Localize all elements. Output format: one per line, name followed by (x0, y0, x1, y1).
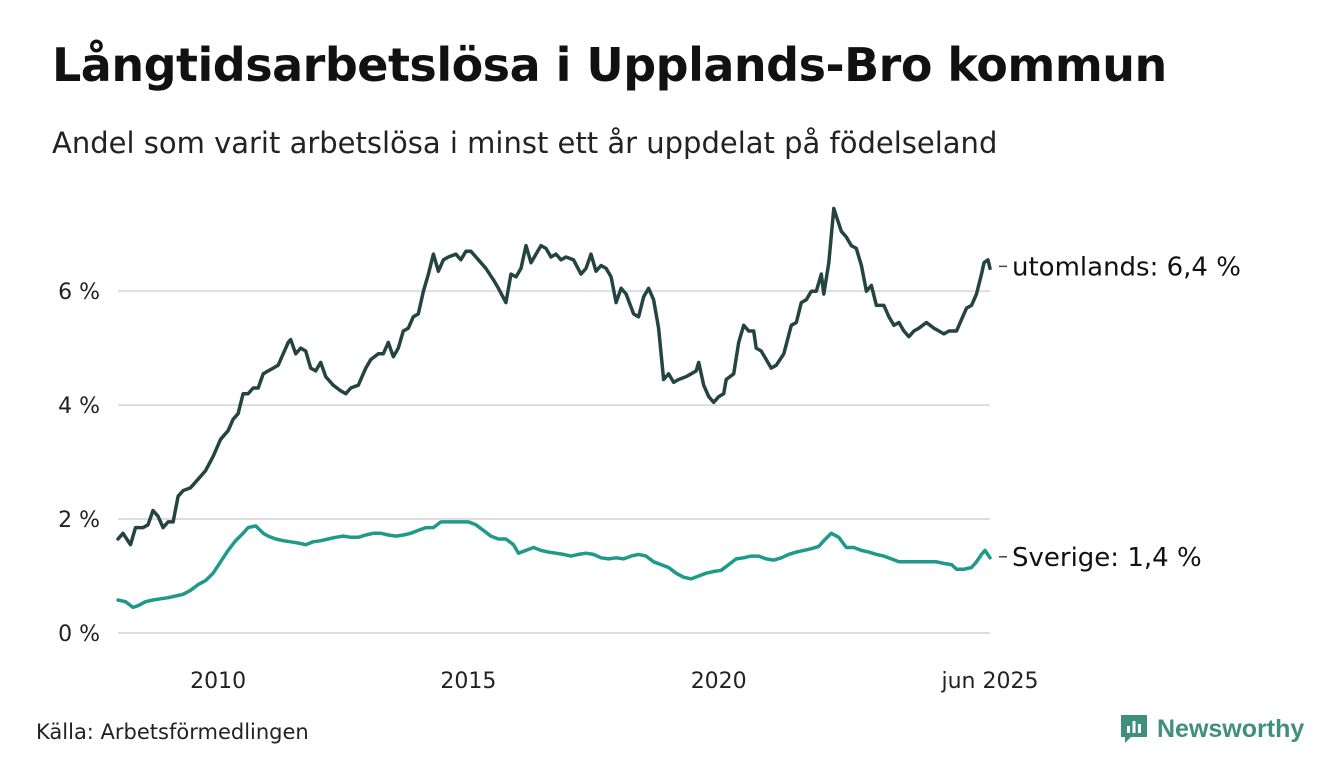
y-tick-label: 4 % (58, 394, 100, 419)
y-tick-label: 6 % (58, 280, 100, 305)
x-tick-label: 2015 (440, 669, 496, 694)
source-note: Källa: Arbetsförmedlingen (36, 720, 309, 744)
y-tick-label: 2 % (58, 508, 100, 533)
chart-title: Långtidsarbetslösa i Upplands-Bro kommun (52, 38, 1167, 92)
series-lines (116, 206, 992, 610)
gridlines (118, 290, 990, 634)
x-tick-label: jun 2025 (941, 669, 1039, 694)
series-line-sverige (116, 520, 992, 610)
series-line-utomlands (116, 206, 992, 547)
series-end-label: Sverige: 1,4 % (1012, 543, 1202, 573)
x-axis-tick-labels: 2010 2015 2020 jun 2025 (190, 669, 1038, 694)
series-end-label: utomlands: 6,4 % (1012, 252, 1241, 282)
chart-subtitle: Andel som varit arbetslösa i minst ett å… (52, 126, 998, 160)
newsworthy-logo: Newsworthy (1119, 712, 1304, 746)
newsworthy-logo-icon (1121, 715, 1147, 743)
x-tick-label: 2010 (190, 669, 246, 694)
x-tick-label: 2020 (691, 669, 747, 694)
y-tick-label: 0 % (58, 622, 100, 647)
y-axis-tick-labels: 0 % 2 % 4 % 6 % (58, 280, 100, 647)
logo-text: Newsworthy (1157, 714, 1305, 743)
series-end-labels: utomlands: 6,4 % Sverige: 1,4 % (999, 252, 1241, 573)
